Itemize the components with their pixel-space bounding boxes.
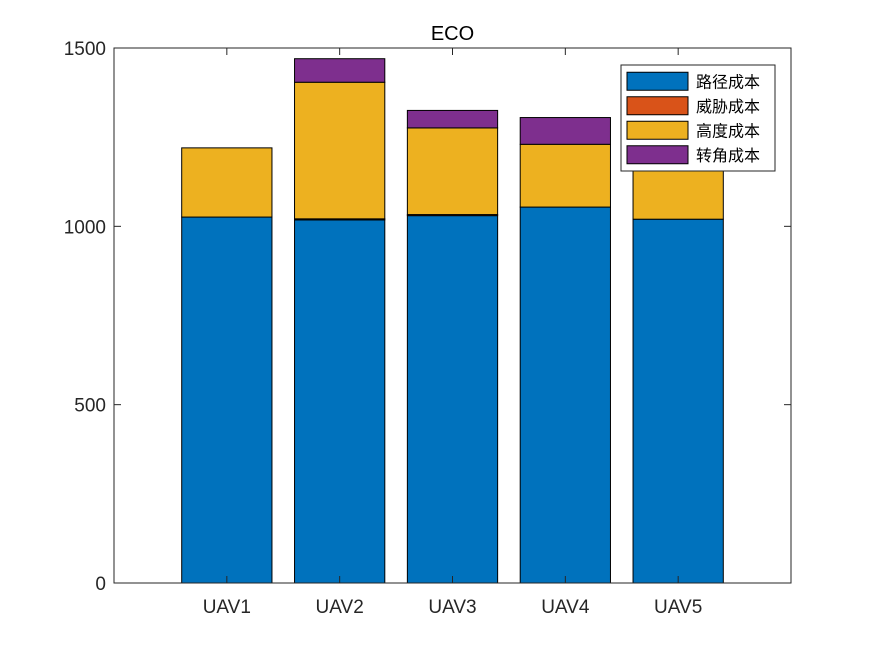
bar-segment-uav4-series-1	[519, 206, 611, 584]
legend-label-series-2: 威胁成本	[696, 97, 760, 116]
bar-segment-uav2-series-1	[294, 219, 386, 584]
y-tick-label: 1500	[64, 39, 106, 60]
legend-swatch-series-1	[626, 71, 689, 91]
y-tick-label: 1000	[64, 217, 106, 238]
legend-label-series-1: 路径成本	[696, 72, 760, 91]
axes-layer: 0 500 1000 1500 UAV1 UAV2 UAV3 UAV4 UAV5	[64, 39, 792, 618]
legend-label-series-3: 高度成本	[696, 121, 760, 140]
bar-segment-uav4-series-3	[519, 143, 611, 208]
legend-swatch-series-2	[626, 96, 689, 116]
x-tick-label-uav2: UAV2	[316, 597, 364, 618]
legend-swatch-series-3	[626, 120, 689, 140]
bars-layer	[181, 58, 724, 584]
x-tick-label-uav1: UAV1	[203, 597, 251, 618]
bar-segment-uav1-series-3	[181, 147, 273, 218]
bar-segment-uav5-series-1	[632, 218, 724, 584]
legend-swatch-series-4	[626, 145, 689, 165]
bar-segment-uav1-series-1	[181, 216, 273, 584]
bar-segment-uav3-series-4	[406, 109, 499, 129]
legend-label-series-4: 转角成本	[696, 146, 760, 165]
y-tick-label: 500	[74, 396, 106, 417]
y-tick-label: 0	[95, 574, 106, 595]
bar-segment-uav2-series-4	[294, 58, 386, 83]
bar-segment-uav4-series-4	[519, 117, 611, 145]
x-tick-label-uav3: UAV3	[428, 597, 476, 618]
chart-title: ECO	[431, 23, 474, 45]
bar-segment-uav3-series-3	[406, 127, 499, 216]
bar-segment-uav3-series-1	[406, 215, 499, 584]
bar-segment-uav2-series-3	[294, 81, 386, 220]
x-tick-label-uav4: UAV4	[541, 597, 590, 618]
x-tick-label-uav5: UAV5	[654, 597, 702, 618]
